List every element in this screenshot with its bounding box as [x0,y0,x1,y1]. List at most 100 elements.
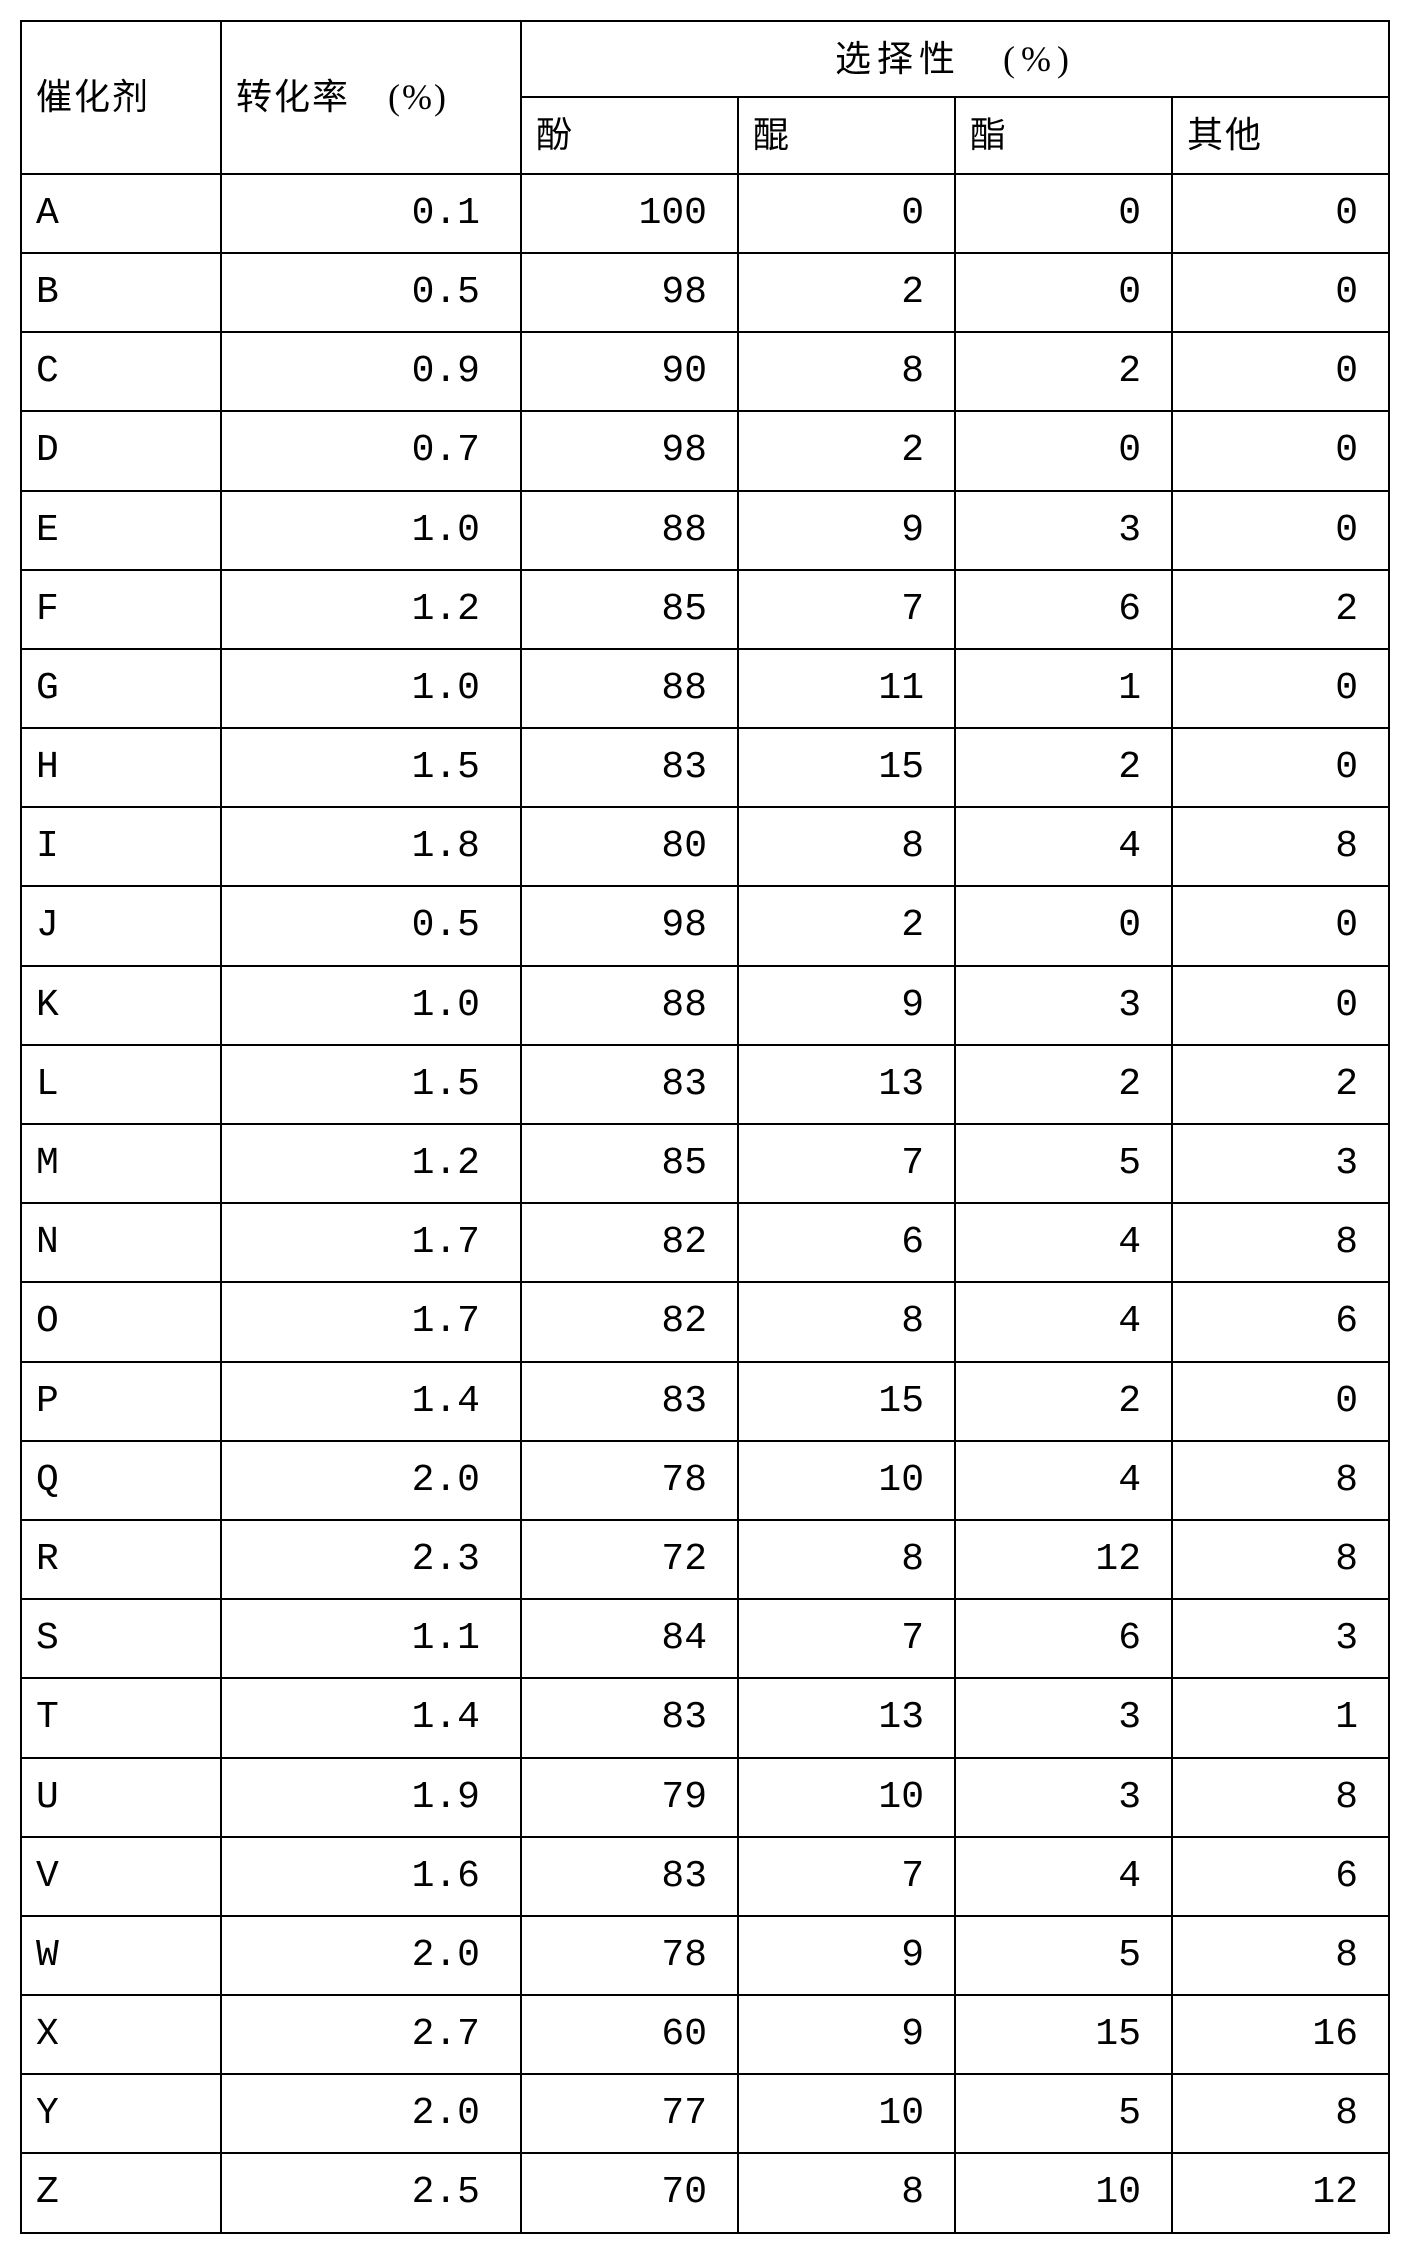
cell-catalyst: U [21,1758,221,1837]
cell-catalyst: F [21,570,221,649]
cell-conversion: 0.1 [221,174,521,253]
cell-selectivity: 2 [955,728,1172,807]
cell-conversion: 2.0 [221,2074,521,2153]
cell-selectivity: 83 [521,1045,738,1124]
cell-conversion: 0.9 [221,332,521,411]
cell-catalyst: H [21,728,221,807]
cell-selectivity: 15 [955,1995,1172,2074]
cell-catalyst: O [21,1282,221,1361]
cell-catalyst: A [21,174,221,253]
cell-selectivity: 5 [955,1916,1172,1995]
cell-catalyst: S [21,1599,221,1678]
cell-catalyst: P [21,1362,221,1441]
table-body: A0.1100000B0.598200C0.990820D0.798200E1.… [21,174,1389,2233]
cell-selectivity: 0 [1172,491,1389,570]
cell-conversion: 1.8 [221,807,521,886]
cell-selectivity: 0 [1172,966,1389,1045]
cell-selectivity: 3 [955,966,1172,1045]
cell-selectivity: 90 [521,332,738,411]
cell-selectivity: 1 [1172,1678,1389,1757]
cell-selectivity: 8 [1172,1520,1389,1599]
table-row: T1.4831331 [21,1678,1389,1757]
table-row: J0.598200 [21,886,1389,965]
cell-selectivity: 8 [1172,1916,1389,1995]
cell-selectivity: 9 [738,1916,955,1995]
cell-catalyst: N [21,1203,221,1282]
cell-selectivity: 2 [955,332,1172,411]
table-row: V1.683746 [21,1837,1389,1916]
table-row: E1.088930 [21,491,1389,570]
cell-conversion: 1.2 [221,1124,521,1203]
cell-selectivity: 2 [1172,1045,1389,1124]
cell-selectivity: 98 [521,411,738,490]
cell-selectivity: 77 [521,2074,738,2153]
cell-selectivity: 2 [738,411,955,490]
cell-selectivity: 79 [521,1758,738,1837]
cell-catalyst: C [21,332,221,411]
cell-selectivity: 7 [738,1599,955,1678]
cell-conversion: 2.3 [221,1520,521,1599]
table-row: D0.798200 [21,411,1389,490]
cell-conversion: 2.0 [221,1441,521,1520]
cell-selectivity: 0 [955,253,1172,332]
cell-catalyst: Y [21,2074,221,2153]
cell-selectivity: 85 [521,570,738,649]
header-sel-other: 其他 [1172,97,1389,173]
table-row: X2.76091516 [21,1995,1389,2074]
table-row: H1.5831520 [21,728,1389,807]
cell-selectivity: 7 [738,1837,955,1916]
cell-selectivity: 12 [955,1520,1172,1599]
cell-selectivity: 10 [738,1758,955,1837]
cell-conversion: 1.0 [221,491,521,570]
cell-selectivity: 88 [521,491,738,570]
cell-conversion: 1.5 [221,1045,521,1124]
cell-selectivity: 11 [738,649,955,728]
table-row: C0.990820 [21,332,1389,411]
cell-selectivity: 8 [1172,1203,1389,1282]
cell-selectivity: 78 [521,1441,738,1520]
cell-conversion: 0.5 [221,886,521,965]
cell-selectivity: 83 [521,728,738,807]
table-row: O1.782846 [21,1282,1389,1361]
table-row: G1.0881110 [21,649,1389,728]
cell-conversion: 1.6 [221,1837,521,1916]
cell-selectivity: 15 [738,728,955,807]
cell-conversion: 2.5 [221,2153,521,2232]
cell-selectivity: 2 [738,253,955,332]
cell-selectivity: 88 [521,649,738,728]
cell-catalyst: I [21,807,221,886]
cell-selectivity: 0 [1172,886,1389,965]
cell-selectivity: 13 [738,1045,955,1124]
cell-selectivity: 6 [738,1203,955,1282]
header-selectivity-group: 选择性 (%) [521,21,1389,97]
cell-selectivity: 16 [1172,1995,1389,2074]
cell-selectivity: 4 [955,1441,1172,1520]
cell-selectivity: 98 [521,886,738,965]
cell-selectivity: 3 [955,491,1172,570]
cell-conversion: 1.5 [221,728,521,807]
cell-selectivity: 83 [521,1837,738,1916]
cell-conversion: 1.7 [221,1282,521,1361]
cell-selectivity: 8 [1172,1758,1389,1837]
cell-selectivity: 4 [955,807,1172,886]
cell-selectivity: 0 [1172,728,1389,807]
cell-selectivity: 10 [738,2074,955,2153]
cell-selectivity: 8 [1172,807,1389,886]
cell-selectivity: 5 [955,2074,1172,2153]
cell-selectivity: 13 [738,1678,955,1757]
cell-catalyst: T [21,1678,221,1757]
cell-selectivity: 82 [521,1282,738,1361]
cell-selectivity: 0 [1172,411,1389,490]
cell-conversion: 1.1 [221,1599,521,1678]
table-row: N1.782648 [21,1203,1389,1282]
cell-selectivity: 8 [1172,2074,1389,2153]
cell-catalyst: R [21,1520,221,1599]
cell-selectivity: 83 [521,1362,738,1441]
cell-selectivity: 78 [521,1916,738,1995]
cell-selectivity: 0 [738,174,955,253]
cell-conversion: 1.7 [221,1203,521,1282]
cell-selectivity: 6 [955,1599,1172,1678]
cell-selectivity: 4 [955,1837,1172,1916]
cell-selectivity: 98 [521,253,738,332]
cell-selectivity: 12 [1172,2153,1389,2232]
